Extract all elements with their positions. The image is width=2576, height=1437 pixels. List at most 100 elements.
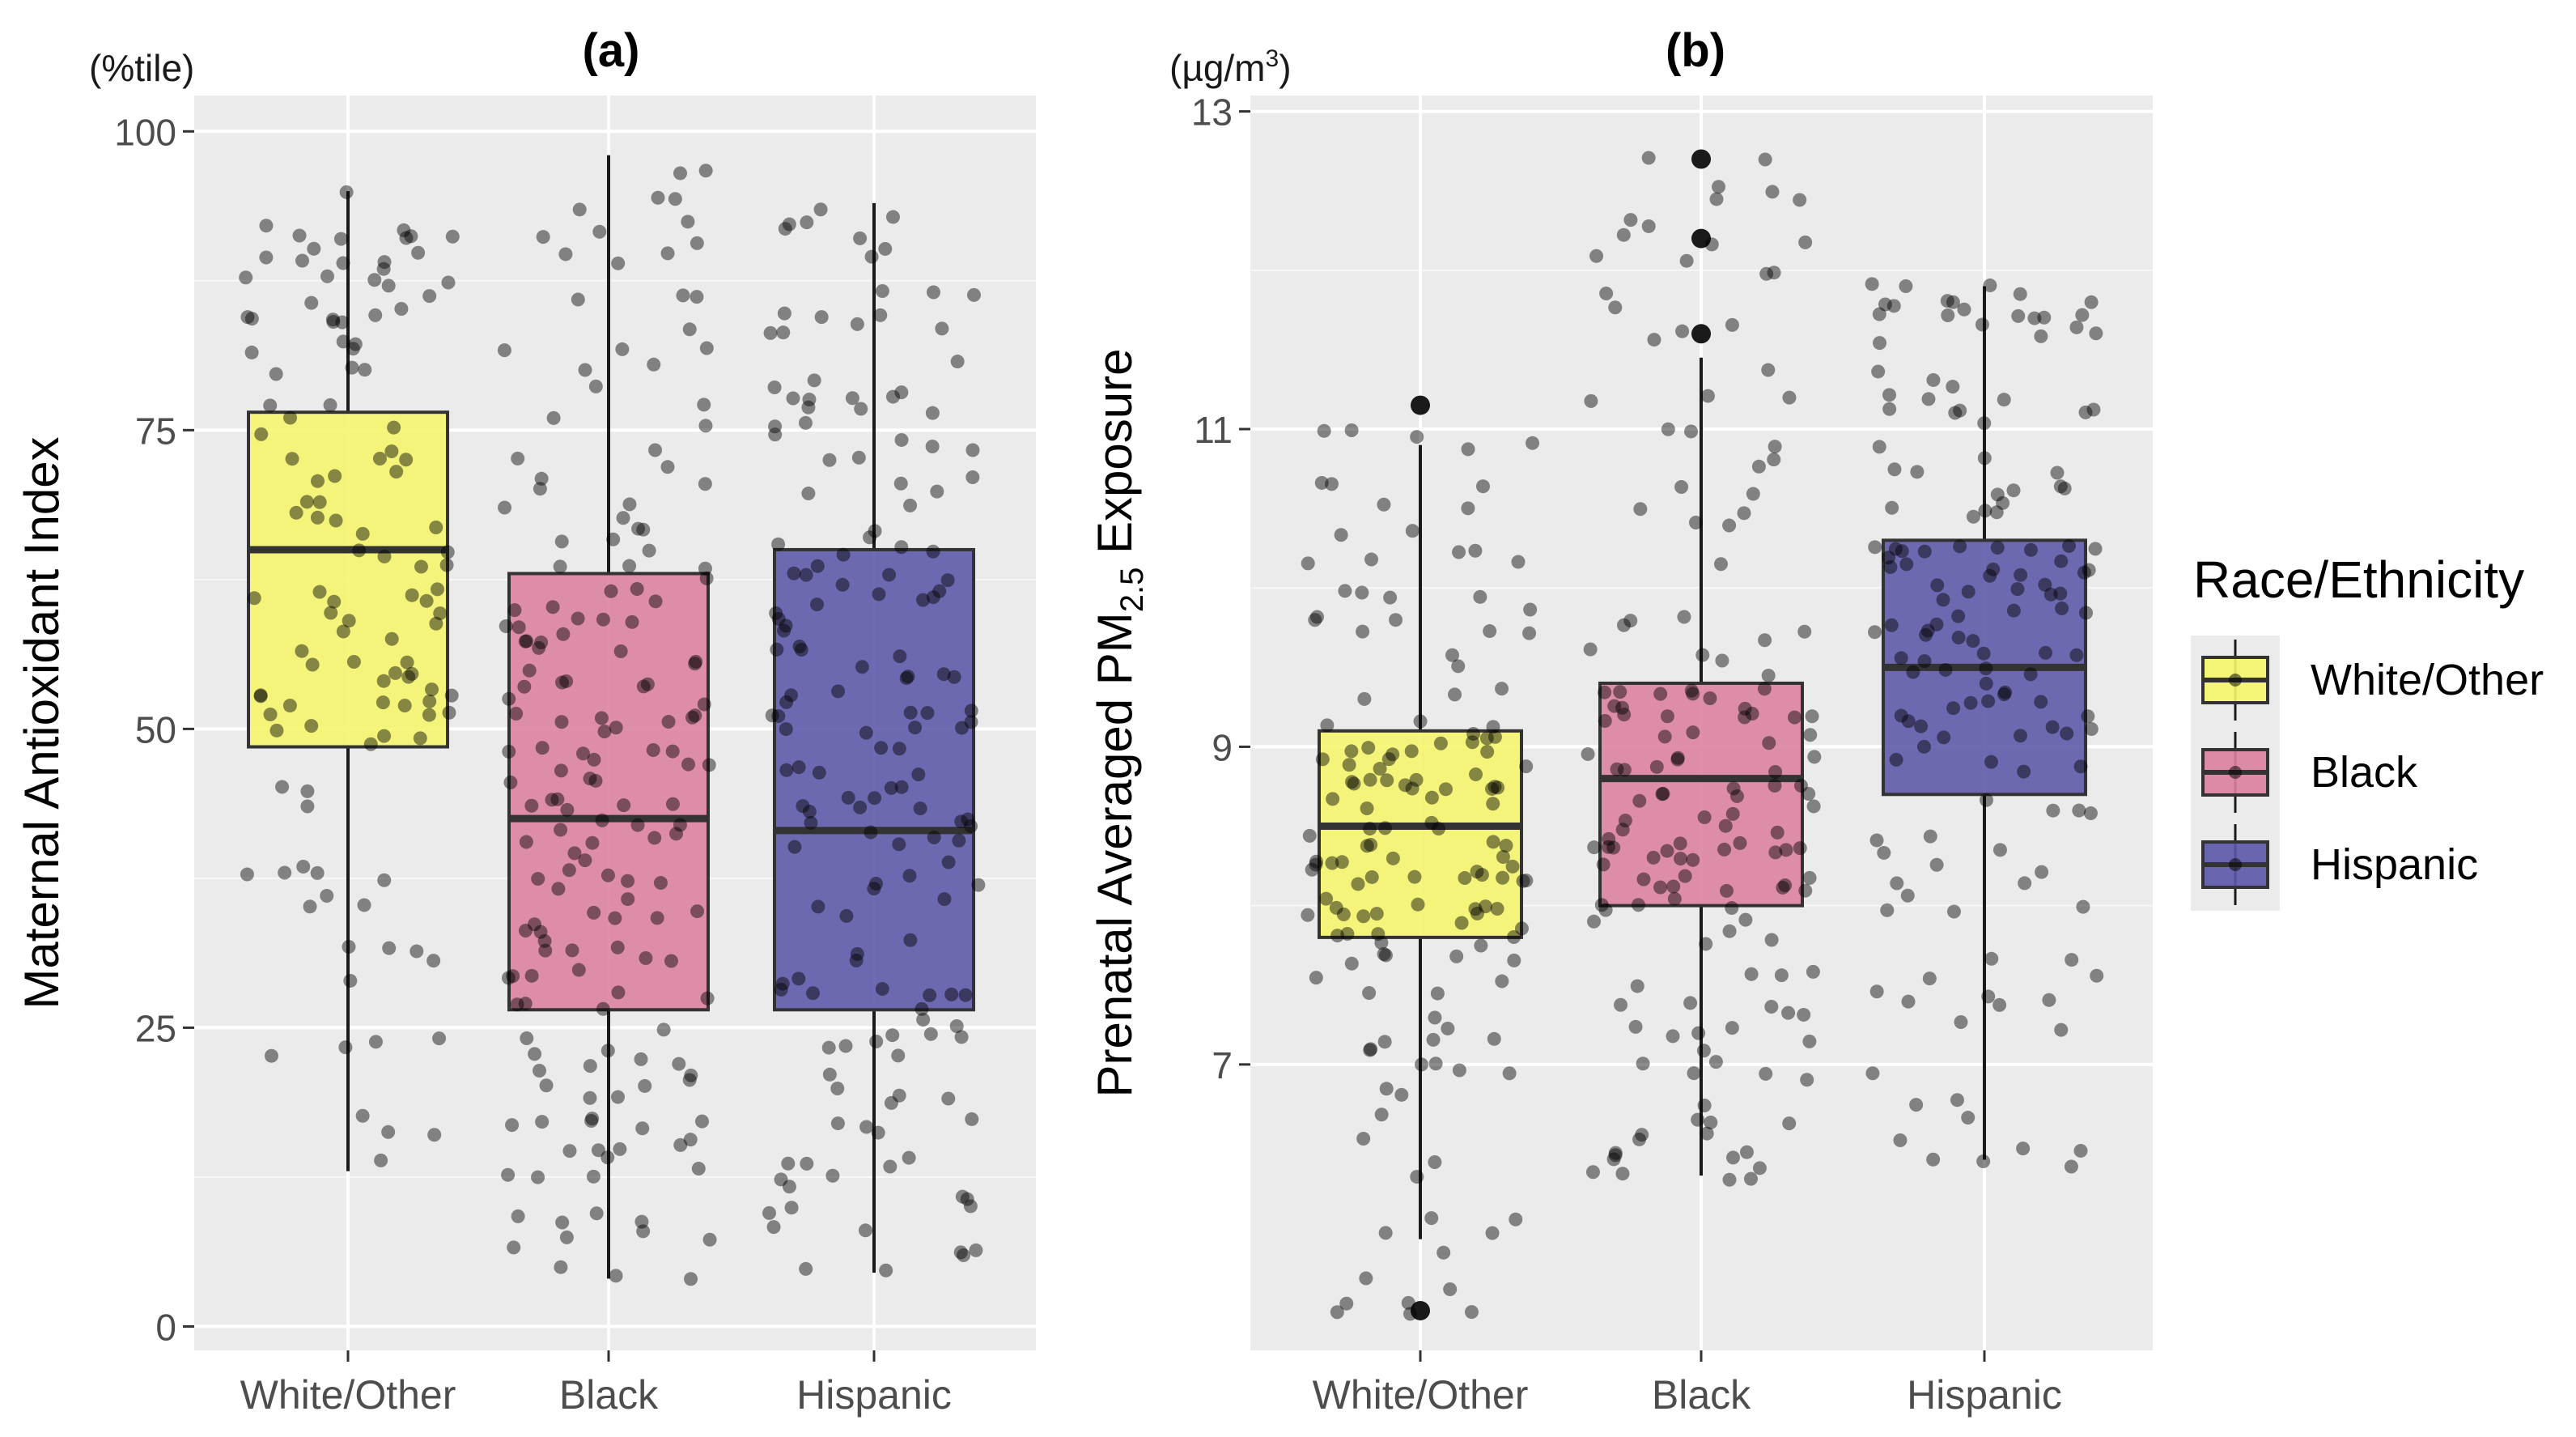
data-point-black (1793, 778, 1808, 793)
data-point-black (697, 398, 711, 412)
data-point-black (1759, 1066, 1773, 1081)
data-point-hispanic (765, 708, 779, 723)
data-point-hispanic (796, 799, 810, 814)
data-point-hispanic (1901, 994, 1916, 1009)
data-point-black (621, 892, 635, 907)
data-point-white-other (240, 310, 255, 325)
data-point-hispanic (892, 1088, 906, 1103)
data-point-hispanic (799, 1261, 813, 1276)
data-point-black (1781, 1005, 1796, 1020)
data-point-hispanic (2079, 606, 2094, 620)
data-point-black (638, 1078, 652, 1093)
data-point-white-other (1356, 909, 1371, 924)
data-point-hispanic (777, 306, 791, 321)
data-point-white-other (1314, 475, 1329, 490)
data-point-black (1583, 642, 1598, 657)
data-point-black (1686, 725, 1700, 740)
data-point-white-other (1324, 477, 1339, 491)
data-point-hispanic (954, 1030, 969, 1044)
data-point-black (546, 410, 561, 425)
data-point-white-other (1360, 839, 1374, 853)
data-point-black (608, 911, 622, 925)
data-point-white-other (326, 315, 341, 329)
data-point-hispanic (1997, 687, 2011, 702)
data-point-hispanic (1941, 308, 1955, 323)
data-point-hispanic (874, 741, 889, 755)
data-point-hispanic (1992, 843, 2007, 857)
data-point-black (1800, 1073, 1814, 1087)
data-point-hispanic (926, 285, 940, 300)
data-point-hispanic (1919, 627, 1933, 642)
data-point-black (1761, 363, 1776, 377)
data-point-hispanic (1979, 661, 1993, 676)
data-point-hispanic (965, 470, 980, 485)
data-point-black (528, 1047, 542, 1061)
legend-keys (2201, 640, 2269, 905)
data-point-hispanic (902, 1150, 916, 1165)
data-point-black (1646, 850, 1661, 865)
data-point-white-other (376, 261, 391, 276)
data-point-hispanic (872, 587, 886, 602)
data-point-black (1765, 185, 1780, 199)
data-point-white-other (1496, 850, 1510, 865)
data-point-hispanic (2060, 726, 2074, 741)
data-point-hispanic (1948, 406, 1963, 420)
data-point-white-other (1364, 1042, 1378, 1056)
data-point-black (616, 511, 630, 525)
data-point-black (538, 943, 553, 958)
data-point-white-other (429, 520, 443, 534)
data-point-black (636, 522, 651, 537)
data-point-black (1803, 728, 1818, 742)
data-point-hispanic (1951, 609, 1966, 623)
data-point-black (588, 773, 603, 788)
data-point-white-other (304, 295, 319, 310)
data-point-hispanic (776, 325, 791, 340)
data-point-white-other (401, 670, 416, 684)
data-point-hispanic (1889, 752, 1903, 767)
data-point-black (601, 1044, 615, 1058)
data-point-hispanic (963, 1199, 978, 1214)
data-point-hispanic (822, 1067, 837, 1082)
data-point-white-other (1405, 524, 1420, 538)
outlier-point-black (1691, 149, 1711, 169)
data-point-black (647, 831, 662, 845)
data-point-white-other (1377, 946, 1391, 961)
data-point-black (1589, 249, 1604, 263)
data-point-hispanic (1885, 500, 1899, 515)
data-point-hispanic (853, 231, 868, 245)
data-point-hispanic (1880, 903, 1895, 917)
data-point-white-other (1398, 778, 1412, 793)
data-point-white-other (1379, 1082, 1394, 1096)
data-point-black (1631, 898, 1645, 912)
data-point-hispanic (786, 391, 800, 406)
data-point-black (639, 951, 653, 966)
data-point-hispanic (811, 899, 825, 914)
data-point-hispanic (1895, 544, 1909, 559)
data-point-black (630, 581, 644, 596)
data-point-black (592, 224, 607, 239)
data-point-hispanic (891, 1048, 906, 1063)
data-point-white-other (389, 465, 404, 479)
data-point-black (1615, 823, 1630, 837)
data-point-black (532, 640, 546, 655)
data-point-black (1729, 789, 1744, 803)
data-point-black (1674, 480, 1689, 495)
data-point-white-other (1451, 659, 1466, 674)
data-point-hispanic (763, 325, 778, 340)
panel-b-y-axis-title-subscript: 2.5 (1114, 568, 1150, 613)
data-point-hispanic (935, 321, 949, 336)
data-point-black (539, 1078, 554, 1093)
data-point-hispanic (2055, 602, 2069, 616)
data-point-white-other (377, 549, 392, 563)
data-point-hispanic (1976, 646, 1991, 661)
data-point-black (1673, 836, 1687, 851)
data-point-black (1722, 924, 1737, 938)
data-point-black (1632, 793, 1647, 808)
data-point-white-other (269, 723, 284, 738)
data-point-hispanic (810, 559, 825, 573)
data-point-black (604, 584, 618, 598)
data-point-black (1743, 1171, 1758, 1186)
data-point-white-other (1468, 902, 1483, 916)
data-point-white-other (320, 889, 334, 903)
data-point-hispanic (802, 805, 817, 819)
